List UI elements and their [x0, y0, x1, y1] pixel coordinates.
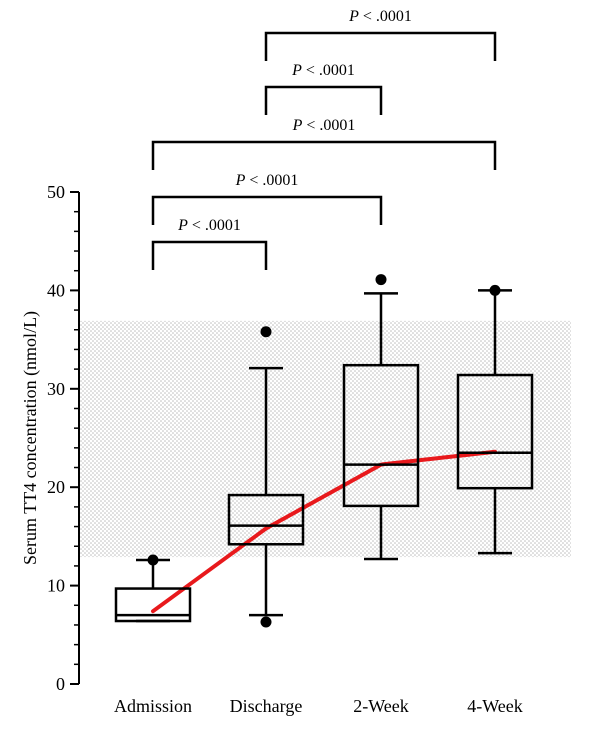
iqr-box [456, 373, 534, 490]
outlier-point [147, 554, 159, 566]
p-value-label: P < .0001 [292, 117, 356, 134]
y-tick-label: 30 [47, 379, 65, 399]
bracket-line [151, 240, 268, 270]
x-tick-label: 2-Week [353, 696, 409, 716]
p-value-label: P < .0001 [348, 8, 412, 25]
box-2-week [342, 274, 420, 561]
box-admission [114, 554, 192, 623]
significance-bracket: P < .0001 [264, 62, 383, 115]
trend-line-layer [151, 449, 497, 614]
box-4-week [456, 284, 534, 555]
y-tick-label: 10 [47, 576, 65, 596]
outlier-point [260, 326, 272, 338]
reference-band-layer [80, 320, 571, 558]
p-value-label: P < .0001 [177, 217, 241, 234]
p-value-label: P < .0001 [291, 62, 355, 79]
bracket-line [264, 85, 383, 115]
y-tick-label: 40 [47, 280, 65, 300]
outlier-point [375, 274, 387, 286]
y-axis-title: Serum TT4 concentration (nmol/L) [20, 311, 41, 565]
x-tick-label: Discharge [230, 696, 303, 716]
bracket-line [264, 31, 497, 61]
y-tick-label: 20 [47, 477, 65, 497]
significance-bracket: P < .0001 [151, 172, 383, 225]
bracket-line [151, 140, 497, 170]
p-value-label: P < .0001 [235, 172, 299, 189]
mean-trend-line [151, 449, 497, 614]
iqr-box [227, 493, 305, 546]
x-tick-labels: Admission Discharge 2-Week 4-Week [114, 696, 523, 716]
x-tick-label: 4-Week [467, 696, 523, 716]
iqr-box [342, 363, 420, 508]
box-layer [114, 274, 534, 628]
iqr-box [114, 587, 192, 623]
y-tick-label: 50 [47, 182, 65, 202]
reference-range-band [80, 320, 571, 558]
outlier-point [260, 616, 272, 628]
significance-bracket: P < .0001 [151, 217, 268, 270]
significance-bracket: P < .0001 [264, 8, 497, 61]
significance-bracket: P < .0001 [151, 117, 497, 170]
significance-brackets: P < .0001 P < .0001 P < .0001 P < .0001 P < … [151, 8, 497, 270]
outlier-point [489, 284, 501, 296]
x-tick-label: Admission [114, 696, 192, 716]
bracket-line [151, 195, 383, 225]
y-tick-label: 0 [56, 674, 65, 694]
box-discharge [227, 326, 305, 628]
y-axis: 0 10 20 30 40 50 [47, 182, 80, 694]
